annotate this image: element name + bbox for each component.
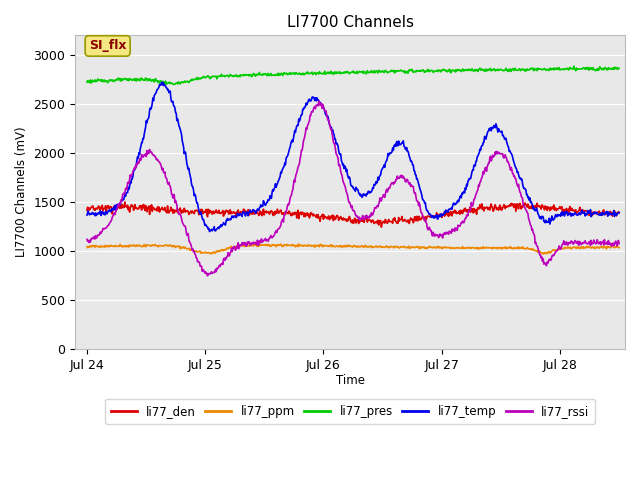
li77_temp — [205, 228, 213, 234]
li77_rssi — [83, 237, 91, 242]
li77_temp — [424, 207, 431, 213]
li77_pres — [423, 68, 431, 73]
li77_temp — [116, 203, 124, 208]
li77_pres — [170, 82, 178, 87]
li77_ppm — [393, 244, 401, 250]
Line: li77_den: li77_den — [87, 202, 619, 227]
li77_ppm — [543, 250, 550, 256]
li77_den — [408, 216, 415, 222]
li77_rssi — [615, 240, 623, 246]
li77_rssi — [424, 225, 431, 231]
Y-axis label: LI7700 Channels (mV): LI7700 Channels (mV) — [15, 127, 28, 257]
li77_temp — [615, 210, 623, 216]
Line: li77_temp: li77_temp — [87, 82, 619, 231]
li77_ppm — [488, 245, 495, 251]
li77_pres — [570, 63, 578, 69]
li77_pres — [488, 68, 495, 74]
li77_den — [121, 199, 129, 205]
li77_den — [488, 204, 496, 210]
li77_ppm — [423, 244, 431, 250]
li77_rssi — [204, 273, 211, 279]
li77_pres — [407, 68, 415, 73]
li77_rssi — [394, 173, 401, 179]
X-axis label: Time: Time — [335, 374, 365, 387]
Title: LI7700 Channels: LI7700 Channels — [287, 15, 413, 30]
li77_rssi — [543, 263, 550, 268]
Legend: li77_den, li77_ppm, li77_pres, li77_temp, li77_rssi: li77_den, li77_ppm, li77_pres, li77_temp… — [105, 399, 595, 423]
li77_den — [116, 205, 124, 211]
li77_temp — [394, 141, 401, 146]
Line: li77_pres: li77_pres — [87, 66, 619, 84]
Line: li77_rssi: li77_rssi — [87, 101, 619, 276]
li77_pres — [542, 67, 550, 73]
li77_den — [615, 210, 623, 216]
li77_ppm — [540, 251, 547, 257]
li77_den — [394, 219, 401, 225]
li77_temp — [408, 158, 415, 164]
li77_pres — [393, 69, 401, 74]
li77_temp — [83, 212, 91, 218]
li77_ppm — [615, 245, 623, 251]
li77_ppm — [116, 243, 124, 249]
li77_ppm — [277, 241, 285, 247]
li77_rssi — [315, 98, 323, 104]
li77_rssi — [116, 200, 124, 206]
li77_temp — [543, 219, 550, 225]
li77_pres — [615, 65, 623, 71]
li77_rssi — [408, 182, 415, 188]
Text: SI_flx: SI_flx — [89, 39, 126, 52]
li77_ppm — [407, 245, 415, 251]
li77_pres — [83, 79, 91, 85]
li77_rssi — [488, 156, 496, 162]
li77_temp — [159, 79, 167, 85]
li77_pres — [116, 75, 124, 81]
li77_ppm — [83, 244, 91, 250]
Line: li77_ppm: li77_ppm — [87, 244, 619, 254]
li77_den — [424, 213, 431, 219]
li77_den — [378, 224, 385, 230]
li77_den — [83, 207, 91, 213]
li77_temp — [488, 124, 496, 130]
li77_den — [543, 204, 550, 210]
